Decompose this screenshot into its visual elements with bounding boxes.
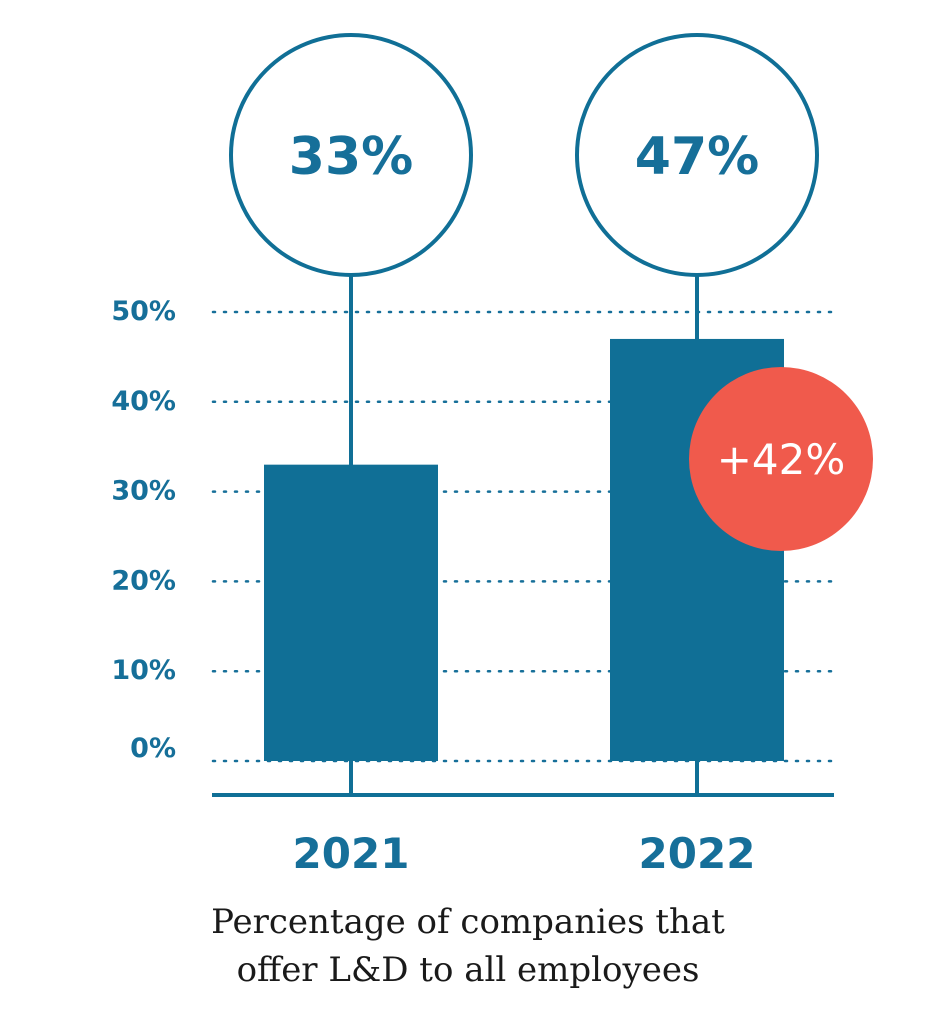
value-label-2022: 47%: [635, 127, 759, 187]
labels: 0% 10% 20% 30% 40% 50% 33% 2021 47% 2022: [111, 33, 819, 878]
change-badge-label: +42%: [717, 435, 846, 484]
y-tick-label-50: 50%: [111, 296, 176, 327]
y-tick-label-0: 0%: [130, 733, 176, 764]
caption-line-1: Percentage of companies that: [211, 902, 725, 942]
chart-caption: Percentage of companies that offer L&D t…: [168, 898, 768, 994]
badges: +42%: [689, 367, 873, 551]
y-tick-label-20: 20%: [111, 565, 176, 596]
bars: [264, 338, 784, 761]
caption-line-2: offer L&D to all employees: [236, 950, 700, 990]
x-tick-label-2021: 2021: [293, 829, 410, 878]
value-circle-2022: [575, 33, 819, 277]
change-badge: [689, 367, 873, 551]
y-tick-label-10: 10%: [111, 655, 176, 686]
value-circle-2021: [229, 33, 473, 277]
value-label-2021: 33%: [289, 127, 413, 187]
y-tick-label-40: 40%: [111, 386, 176, 417]
x-tick-label-2022: 2022: [639, 829, 756, 878]
y-tick-label-30: 30%: [111, 476, 176, 507]
bar-2021: [264, 464, 438, 761]
